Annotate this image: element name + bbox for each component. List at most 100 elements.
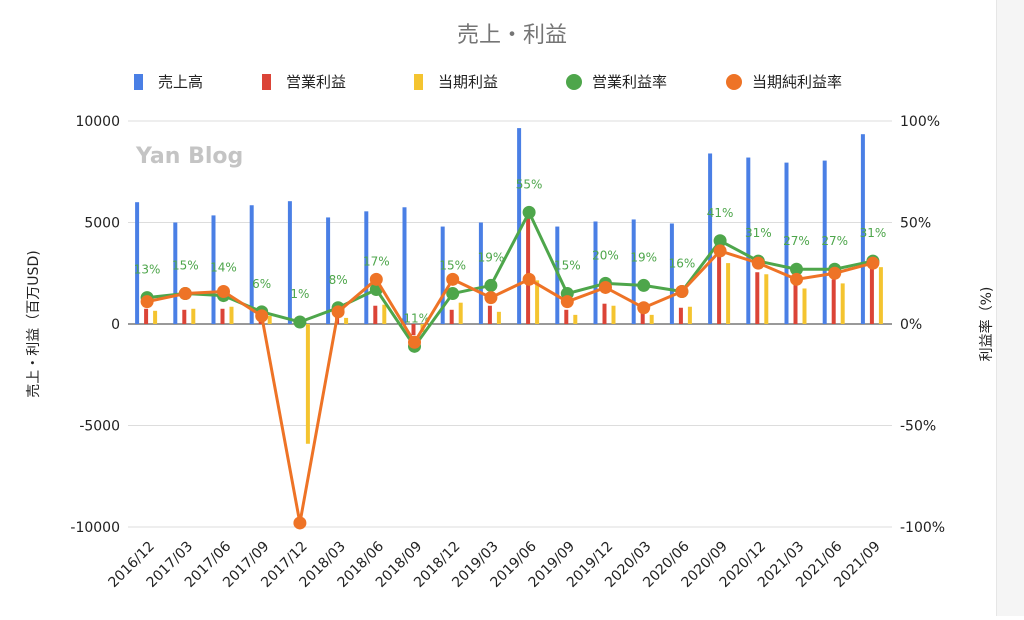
data-point	[637, 278, 651, 292]
data-point	[446, 272, 460, 286]
bar	[487, 305, 492, 324]
right-tick-label: 0%	[900, 317, 922, 333]
bar	[191, 308, 196, 324]
bar	[449, 309, 454, 324]
left-tick-label: -10000	[70, 520, 120, 536]
right-tick-label: 50%	[900, 216, 931, 232]
bar	[211, 215, 216, 324]
data-point	[828, 266, 842, 280]
left-tick-label: -5000	[79, 419, 120, 435]
bar	[517, 128, 522, 324]
data-point	[293, 516, 307, 530]
bar	[305, 324, 310, 444]
page-edge	[996, 0, 1024, 616]
legend-label: 当期利益	[438, 73, 498, 91]
data-label: 14%	[210, 261, 237, 275]
bar	[535, 280, 540, 324]
bar	[831, 279, 836, 324]
data-point	[446, 287, 460, 301]
series-line	[146, 208, 874, 349]
data-point	[790, 262, 803, 276]
left-axis-title: 売上・利益（百万USD)	[26, 250, 42, 397]
legend-swatch	[566, 74, 582, 90]
bar	[631, 219, 636, 324]
bar	[564, 309, 569, 324]
data-label: 17%	[363, 254, 390, 268]
data-point	[369, 272, 383, 286]
bar	[840, 283, 845, 324]
bar	[249, 205, 254, 324]
bar	[526, 216, 531, 324]
bar	[402, 207, 407, 324]
data-point	[522, 205, 536, 219]
data-point	[484, 291, 498, 305]
data-point	[751, 256, 765, 270]
bar	[135, 202, 140, 324]
bar	[860, 134, 865, 324]
data-point	[560, 295, 574, 309]
right-tick-label: 100%	[900, 114, 940, 130]
data-point	[331, 305, 345, 319]
data-point	[866, 256, 880, 270]
bar	[458, 302, 463, 324]
data-point	[217, 285, 230, 299]
data-point	[522, 272, 536, 286]
data-label: 6%	[252, 277, 271, 291]
bar	[496, 311, 501, 324]
bar	[878, 267, 883, 324]
legend-swatch	[414, 74, 423, 90]
data-point	[178, 287, 192, 301]
bar	[144, 308, 149, 324]
series-line	[146, 249, 874, 524]
bar	[267, 315, 272, 324]
right-tick-label: -50%	[900, 419, 936, 435]
data-label: 15%	[439, 259, 466, 273]
legend-swatch	[134, 74, 143, 90]
bar	[708, 153, 713, 324]
data-label: 16%	[669, 257, 696, 271]
data-label: 19%	[478, 250, 505, 264]
data-point	[293, 315, 307, 329]
bar	[764, 274, 769, 324]
bar	[822, 160, 827, 324]
data-label: 15%	[554, 259, 581, 273]
left-tick-label: 0	[111, 317, 120, 333]
data-label: 19%	[630, 250, 657, 264]
bar	[755, 272, 760, 324]
bar	[678, 307, 683, 324]
data-label: 31%	[860, 226, 887, 240]
bar	[382, 304, 387, 324]
data-label: 13%	[134, 263, 161, 277]
bar	[649, 314, 654, 324]
bar	[687, 306, 692, 324]
legend-swatch	[726, 74, 742, 90]
data-point	[713, 244, 727, 258]
bar	[344, 317, 349, 324]
bar	[229, 306, 234, 324]
data-point	[408, 335, 421, 349]
bar	[440, 226, 445, 324]
data-point	[140, 295, 154, 309]
bar	[182, 309, 187, 324]
bar	[784, 162, 789, 324]
right-tick-label: -100%	[900, 520, 945, 536]
bar	[373, 305, 378, 324]
right-axis-title: 利益率（%)	[978, 287, 995, 362]
bar	[726, 263, 731, 324]
data-label: 20%	[592, 248, 619, 262]
data-point	[790, 272, 803, 286]
data-point	[599, 280, 612, 294]
data-point	[675, 285, 689, 299]
bar	[611, 305, 616, 324]
bar	[411, 324, 416, 336]
data-label: -11%	[399, 311, 430, 325]
data-label: 55%	[516, 177, 543, 191]
bar	[602, 303, 607, 324]
legend-label: 営業利益	[286, 73, 346, 91]
bar	[478, 222, 483, 324]
bar	[326, 217, 331, 324]
data-label: 31%	[745, 226, 772, 240]
legend-swatch	[262, 74, 271, 90]
bar	[287, 201, 292, 324]
